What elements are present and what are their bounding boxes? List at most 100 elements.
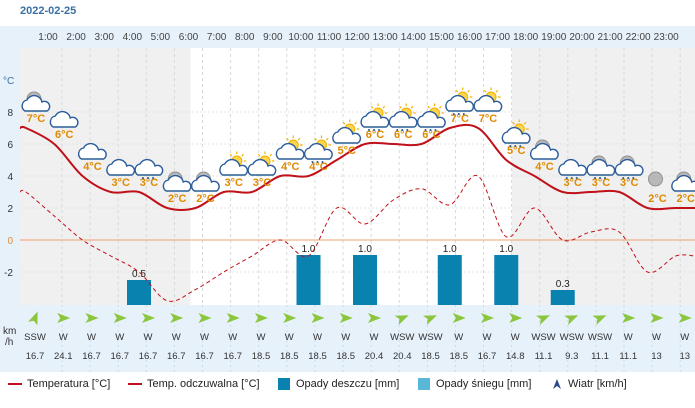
wind-arrow-icon bbox=[226, 313, 240, 323]
wind-arrow-icon bbox=[198, 313, 212, 323]
wind-direction-label: WSW bbox=[560, 332, 584, 343]
hour-tick-label: 4:00 bbox=[123, 32, 143, 43]
temperature-line bbox=[19, 123, 695, 211]
moon-cloud-rain-icon bbox=[586, 155, 616, 179]
y-tick-label: 0 bbox=[7, 236, 13, 247]
rain-bar bbox=[353, 255, 377, 305]
legend-temperature-label: Temperatura [°C] bbox=[27, 378, 111, 390]
hour-tick-label: 7:00 bbox=[207, 32, 227, 43]
hour-tick-label: 15:00 bbox=[429, 32, 454, 43]
wind-arrow-icon bbox=[509, 313, 523, 323]
temperature-label: 3°C bbox=[620, 177, 639, 189]
legend-snow[interactable]: Opady śniegu [mm] bbox=[418, 378, 531, 390]
temperature-label: 3°C bbox=[253, 177, 272, 189]
wind-arrow-icon bbox=[339, 313, 353, 323]
moon-cloud-icon bbox=[671, 171, 695, 192]
sun-cloud-rain-icon bbox=[360, 103, 390, 131]
wind-speed-label: 16.7 bbox=[82, 351, 101, 362]
legend-wind-label: Wiatr [km/h] bbox=[568, 378, 627, 390]
temperature-label: 4°C bbox=[535, 161, 554, 173]
wind-direction-label: W bbox=[454, 332, 463, 343]
wind-speed-label: 20.4 bbox=[393, 351, 412, 362]
rain-bar bbox=[296, 255, 321, 305]
wind-speed-label: 18.5 bbox=[280, 351, 299, 362]
chart-legend: Temperatura [°C] Temp. odczuwalna [°C] O… bbox=[6, 378, 692, 396]
cloud-icon bbox=[49, 110, 79, 128]
wind-direction-label: W bbox=[257, 332, 266, 343]
y-tick-label: 2 bbox=[7, 204, 13, 215]
sun-cloud-icon bbox=[332, 119, 362, 144]
temperature-label: 7°C bbox=[451, 113, 470, 125]
hour-tick-label: 2:00 bbox=[66, 32, 86, 43]
wind-arrow-icon bbox=[592, 315, 607, 325]
wind-arrow-icon bbox=[368, 313, 381, 323]
wind-direction-label: WSW bbox=[418, 332, 442, 343]
wind-direction-label: W bbox=[59, 332, 68, 343]
rain-bar-label: 0.3 bbox=[556, 279, 570, 290]
wind-arrow-icon bbox=[311, 313, 325, 323]
wind-direction-label: W bbox=[652, 332, 661, 343]
y-tick-label: 8 bbox=[7, 108, 13, 119]
wind-direction-label: WSW bbox=[531, 332, 555, 343]
hour-tick-label: 5:00 bbox=[151, 32, 171, 43]
legend-feels-like-swatch bbox=[128, 383, 142, 385]
wind-direction-label: WSW bbox=[390, 332, 414, 343]
hour-tick-label: 10:00 bbox=[288, 32, 313, 43]
hour-tick-label: 18:00 bbox=[513, 32, 538, 43]
wind-speed-label: 11.1 bbox=[591, 351, 609, 362]
hour-tick-label: 23:00 bbox=[654, 32, 679, 43]
wind-speed-label: 16.7 bbox=[478, 351, 497, 362]
wind-speed-label: 16.7 bbox=[195, 351, 214, 362]
temperature-label: 4°C bbox=[281, 161, 300, 173]
sun-cloud-rain-icon bbox=[445, 87, 475, 115]
moon-icon bbox=[648, 171, 663, 187]
legend-wind[interactable]: Wiatr [km/h] bbox=[551, 378, 627, 390]
wind-direction-label: W bbox=[200, 332, 209, 343]
wind-arrow-icon bbox=[678, 313, 692, 323]
temperature-label: 7°C bbox=[27, 113, 46, 125]
wind-arrow-icon bbox=[57, 313, 71, 323]
hour-tick-label: 6:00 bbox=[179, 32, 199, 43]
legend-rain[interactable]: Opady deszczu [mm] bbox=[278, 378, 399, 390]
temperature-label: 6°C bbox=[55, 129, 74, 141]
wind-arrow-icon bbox=[553, 379, 561, 389]
wind-speed-label: 16.7 bbox=[167, 351, 186, 362]
wind-direction-label: W bbox=[483, 332, 492, 343]
wind-arrow-icon bbox=[85, 313, 99, 323]
sun-cloud-rain-icon bbox=[388, 103, 418, 131]
wind-arrow-icon bbox=[283, 313, 297, 323]
legend-temperature[interactable]: Temperatura [°C] bbox=[8, 378, 110, 390]
rain-bar-label: 1.0 bbox=[443, 244, 457, 255]
temperature-label: 3°C bbox=[140, 177, 159, 189]
wind-direction-label: W bbox=[370, 332, 379, 343]
hour-tick-label: 11:00 bbox=[317, 32, 342, 43]
legend-feels-like-label: Temp. odczuwalna [°C] bbox=[147, 378, 260, 390]
temperature-label: 2°C bbox=[677, 193, 695, 205]
legend-feels-like[interactable]: Temp. odczuwalna [°C] bbox=[128, 378, 260, 390]
temperature-label: 5°C bbox=[338, 145, 357, 157]
wind-direction-label: W bbox=[172, 332, 181, 343]
cloud-icon bbox=[77, 142, 107, 160]
wind-direction-label: W bbox=[313, 332, 322, 343]
wind-arrow-icon bbox=[142, 313, 155, 323]
legend-rain-swatch bbox=[278, 378, 290, 390]
temperature-label: 3°C bbox=[225, 177, 244, 189]
wind-direction-label: W bbox=[115, 332, 124, 343]
sun-cloud-rain-icon bbox=[501, 119, 531, 147]
temperature-label: 7°C bbox=[479, 113, 498, 125]
wind-arrow-icon bbox=[481, 313, 494, 323]
wind-arrow-icon bbox=[622, 313, 636, 323]
sun-cloud-icon bbox=[473, 87, 503, 112]
sun-cloud-icon bbox=[275, 135, 305, 160]
wind-speed-label: 18.5 bbox=[450, 351, 469, 362]
wind-speed-label: 14.8 bbox=[506, 351, 525, 362]
moon-cloud-rain-icon bbox=[614, 155, 644, 179]
legend-snow-swatch bbox=[418, 378, 430, 390]
temperature-label: 2°C bbox=[648, 193, 667, 205]
wind-direction-label: W bbox=[285, 332, 294, 343]
rain-bar-label: 1.0 bbox=[499, 244, 513, 255]
wind-speed-label: 18.5 bbox=[337, 351, 356, 362]
wind-speed-label: 13 bbox=[679, 351, 690, 362]
wind-direction-label: W bbox=[680, 332, 689, 343]
legend-snow-label: Opady śniegu [mm] bbox=[436, 378, 532, 390]
